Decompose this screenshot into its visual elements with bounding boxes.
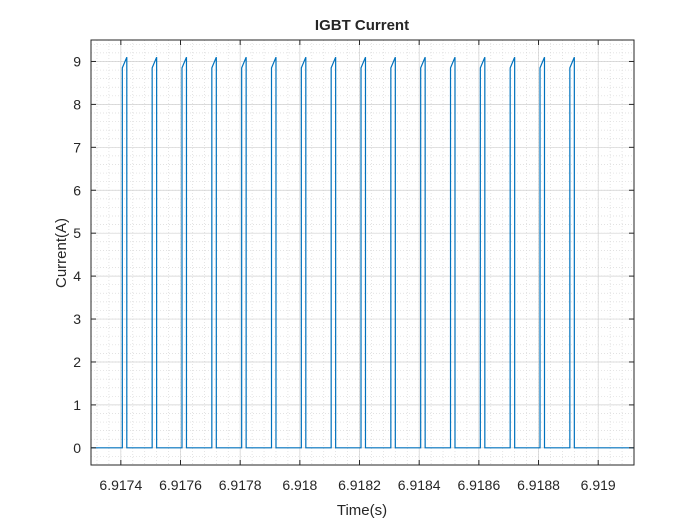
y-tick-label: 4 (73, 268, 81, 284)
major-grid (91, 40, 634, 465)
y-tick-label: 0 (73, 440, 81, 456)
y-tick-label: 6 (73, 182, 81, 198)
x-tick-label: 6.9188 (517, 477, 560, 493)
x-axis-ticks: 6.9174 6.9176 6.9178 6.918 6.9182 6.9184 6.918… (99, 40, 616, 493)
x-tick-label: 6.9186 (457, 477, 500, 493)
x-tick-label: 6.918 (282, 477, 317, 493)
x-tick-label: 6.919 (581, 477, 616, 493)
axes-border (90, 39, 635, 466)
x-tick-label: 6.9182 (338, 477, 381, 493)
y-tick-label: 2 (73, 354, 81, 370)
x-tick-label: 6.9176 (159, 477, 202, 493)
x-tick-label: 6.9178 (219, 477, 262, 493)
y-axis-ticks: 0 1 2 3 4 5 6 7 8 9 (73, 53, 634, 456)
y-axis-label: Current(A) (53, 218, 70, 288)
y-tick-label: 7 (73, 139, 81, 155)
x-tick-label: 6.9184 (398, 477, 441, 493)
y-tick-label: 8 (73, 96, 81, 112)
y-tick-label: 1 (73, 397, 81, 413)
igbt-current-line (91, 56, 634, 449)
x-axis-label: Time(s) (337, 502, 387, 519)
y-tick-label: 5 (73, 225, 81, 241)
chart-title: IGBT Current (315, 17, 409, 34)
plot-area (90, 39, 635, 466)
y-tick-label: 9 (73, 53, 81, 69)
x-tick-label: 6.9174 (99, 477, 142, 493)
y-tick-label: 3 (73, 311, 81, 327)
